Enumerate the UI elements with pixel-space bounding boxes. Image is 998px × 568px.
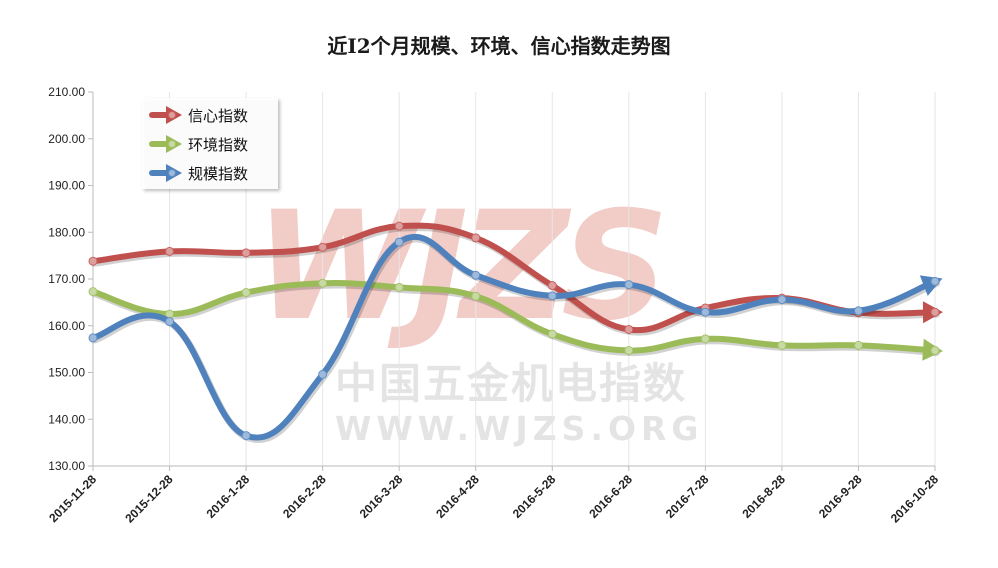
x-tick-label: 2016-8-28 bbox=[739, 472, 788, 521]
series-guimo bbox=[88, 233, 943, 443]
y-tick-label: 130.00 bbox=[48, 459, 85, 473]
data-point-guimo bbox=[930, 276, 940, 286]
data-point-huanjing bbox=[930, 346, 940, 356]
x-tick-label: 2016-10-28 bbox=[888, 472, 942, 526]
data-point-xinxin bbox=[241, 248, 251, 258]
data-point-guimo bbox=[88, 333, 98, 343]
data-point-xinxin bbox=[624, 324, 634, 334]
data-point-huanjing bbox=[547, 329, 557, 339]
y-tick-label: 170.00 bbox=[48, 272, 85, 286]
data-point-guimo bbox=[547, 291, 557, 301]
data-point-xinxin bbox=[471, 233, 481, 243]
x-tick-label: 2016-7-28 bbox=[663, 472, 712, 521]
x-tick-label: 2016-2-28 bbox=[280, 472, 329, 521]
x-tick-label: 2016-5-28 bbox=[510, 472, 559, 521]
series-layer bbox=[88, 221, 943, 443]
data-point-guimo bbox=[853, 306, 863, 316]
data-point-huanjing bbox=[241, 288, 251, 298]
x-axis-ticks: 2015-11-28 2015-12-28 2016-1-28 2016-2-28 20… bbox=[46, 466, 941, 526]
data-point-guimo bbox=[394, 237, 404, 247]
data-point-guimo bbox=[700, 307, 710, 317]
legend-item-xinxin: 信心指数 bbox=[149, 106, 248, 125]
y-tick-label: 190.00 bbox=[48, 179, 85, 193]
data-point-xinxin bbox=[165, 246, 175, 256]
y-tick-label: 160.00 bbox=[48, 319, 85, 333]
x-tick-label: 2016-9-28 bbox=[816, 472, 865, 521]
legend-swatch-marker bbox=[168, 140, 176, 148]
y-tick-label: 150.00 bbox=[48, 366, 85, 380]
data-point-xinxin bbox=[547, 281, 557, 291]
legend-swatch-marker bbox=[168, 169, 176, 177]
data-point-huanjing bbox=[318, 278, 328, 288]
legend-label: 规模指数 bbox=[188, 165, 248, 183]
x-tick-label: 2016-3-28 bbox=[357, 472, 406, 521]
data-point-huanjing bbox=[700, 334, 710, 344]
y-tick-label: 200.00 bbox=[48, 132, 85, 146]
data-point-guimo bbox=[165, 317, 175, 327]
data-point-guimo bbox=[318, 369, 328, 379]
data-point-guimo bbox=[624, 280, 634, 290]
watermark-url: WWW.WJZS.ORG bbox=[335, 409, 704, 448]
y-tick-label: 180.00 bbox=[48, 225, 85, 239]
legend-label: 信心指数 bbox=[188, 107, 248, 125]
data-point-xinxin bbox=[394, 221, 404, 231]
data-point-huanjing bbox=[777, 340, 787, 350]
legend-label: 环境指数 bbox=[188, 136, 248, 154]
data-point-huanjing bbox=[88, 287, 98, 297]
legend-item-guimo: 规模指数 bbox=[149, 164, 248, 183]
watermark-cn: 中国五金机电指数 bbox=[335, 359, 687, 408]
legend-item-huanjing: 环境指数 bbox=[149, 135, 248, 154]
data-point-guimo bbox=[241, 431, 251, 441]
data-point-xinxin bbox=[88, 256, 98, 266]
data-point-guimo bbox=[471, 270, 481, 280]
data-point-huanjing bbox=[471, 291, 481, 301]
x-tick-label: 2015-12-28 bbox=[122, 472, 176, 526]
series-huanjing bbox=[88, 278, 943, 361]
data-point-huanjing bbox=[624, 346, 634, 356]
x-tick-label: 2016-4-28 bbox=[433, 472, 482, 521]
y-axis-ticks: 130.00 140.00 150.00 160.00 170.00 180.00 190.… bbox=[48, 85, 93, 473]
legend-swatch-marker bbox=[168, 111, 176, 119]
data-point-guimo bbox=[777, 295, 787, 305]
y-tick-label: 210.00 bbox=[48, 85, 85, 99]
chart-title: 近I2个月规模、环境、信心指数走势图 bbox=[327, 34, 671, 58]
data-point-xinxin bbox=[930, 307, 940, 317]
y-tick-label: 140.00 bbox=[48, 412, 85, 426]
data-point-huanjing bbox=[853, 340, 863, 350]
x-tick-label: 2016-1-28 bbox=[204, 472, 253, 521]
x-tick-label: 2015-11-28 bbox=[46, 472, 99, 525]
data-point-xinxin bbox=[318, 242, 328, 252]
x-tick-label: 2016-6-28 bbox=[586, 472, 635, 521]
data-point-huanjing bbox=[394, 282, 404, 292]
